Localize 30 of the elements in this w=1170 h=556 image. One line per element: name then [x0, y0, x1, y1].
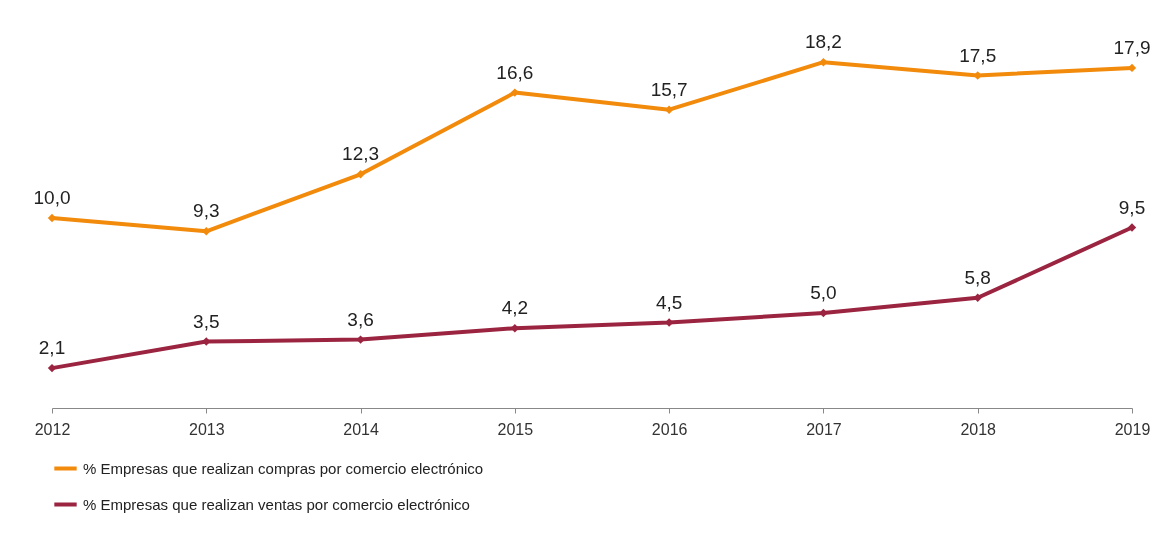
- point: [819, 58, 828, 67]
- x-tick-label: 2015: [497, 420, 534, 438]
- data-label: 12,3: [342, 143, 380, 165]
- point: [356, 170, 365, 179]
- point: [1127, 223, 1137, 232]
- data-label: 16,6: [496, 61, 534, 83]
- x-tick-label: 2019: [1114, 420, 1151, 438]
- data-label: 17,9: [1113, 36, 1151, 58]
- data-label: 18,2: [804, 31, 842, 53]
- data-label: 9,5: [1118, 196, 1146, 218]
- data-label: 2,1: [38, 337, 66, 359]
- data-label: 10,0: [33, 187, 71, 208]
- x-tick-label: 2017: [806, 420, 842, 438]
- x-tick-label: 2018: [960, 420, 997, 438]
- data-label: 9,3: [193, 200, 220, 222]
- data-label: 4,5: [655, 291, 683, 313]
- x-tick-label: 2014: [343, 420, 379, 438]
- data-label: 5,0: [810, 282, 837, 303]
- legend-label: % Empresas que realizan compras por comercio electrónico: [83, 459, 484, 477]
- x-tick-label: 2012: [34, 420, 71, 438]
- data-label: 15,7: [650, 78, 688, 100]
- data-label: 17,5: [959, 44, 997, 66]
- data-label: 5,8: [964, 266, 991, 288]
- data-label: 3,5: [193, 310, 220, 332]
- point: [819, 308, 828, 318]
- x-tick-label: 2016: [651, 420, 688, 438]
- x-tick-label: 2013: [188, 420, 225, 438]
- data-label: 3,6: [347, 308, 374, 330]
- legend-label: % Empresas que realizan ventas por comercio electrónico: [83, 495, 470, 513]
- data-label: 4,2: [501, 297, 529, 319]
